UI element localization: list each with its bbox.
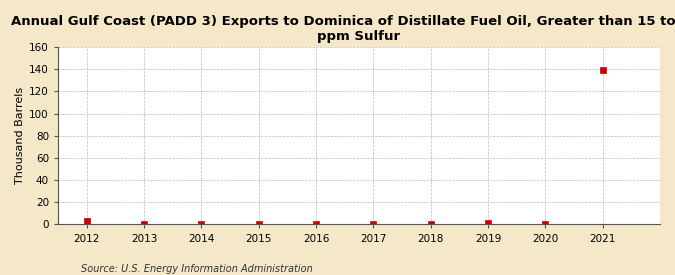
Text: Source: U.S. Energy Information Administration: Source: U.S. Energy Information Administ…: [81, 264, 313, 274]
Y-axis label: Thousand Barrels: Thousand Barrels: [15, 87, 25, 184]
Title: Annual Gulf Coast (PADD 3) Exports to Dominica of Distillate Fuel Oil, Greater t: Annual Gulf Coast (PADD 3) Exports to Do…: [11, 15, 675, 43]
